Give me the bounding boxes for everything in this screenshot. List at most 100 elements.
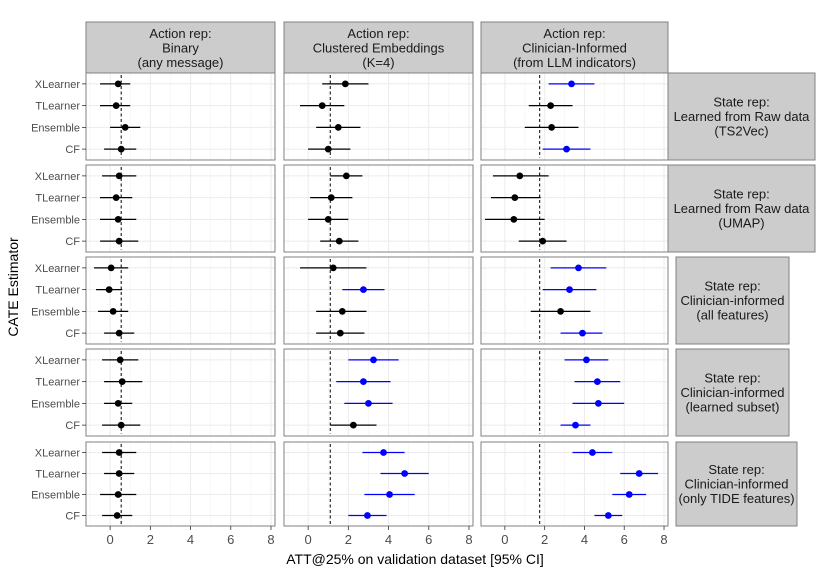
row-strip-label: (UMAP) — [718, 216, 764, 231]
point-estimate — [117, 421, 125, 429]
facet-panel — [283, 164, 474, 253]
x-tick-label: 8 — [267, 532, 274, 547]
facet-panel — [85, 256, 276, 345]
point-estimate — [566, 286, 573, 294]
panel-border — [480, 72, 669, 161]
column-strip-label: (K=4) — [362, 55, 394, 70]
facet-panel — [283, 72, 474, 161]
y-tick-label: CF — [65, 511, 80, 523]
point-estimate — [583, 356, 590, 364]
column-strip-label: Action rep: — [543, 26, 605, 41]
point-estimate — [114, 215, 122, 223]
panel-border — [480, 256, 669, 345]
x-tick-label: 6 — [621, 532, 628, 547]
point-estimate — [115, 470, 123, 477]
y-tick-label: TLearner — [35, 285, 80, 297]
row-strip-label: State rep: — [704, 279, 760, 294]
facet-panel — [480, 256, 669, 345]
panel-background — [284, 442, 473, 526]
point-estimate — [113, 512, 121, 519]
point-estimate — [604, 512, 612, 519]
point-estimate — [114, 399, 122, 407]
panel-border — [283, 256, 474, 345]
point-estimate — [115, 329, 123, 337]
point-estimate — [594, 399, 602, 407]
panel-border — [283, 72, 474, 161]
y-tick-label: XLearner — [35, 263, 81, 275]
facet-panel — [283, 256, 474, 345]
column-strip — [480, 21, 669, 74]
panel-background — [481, 349, 668, 436]
point-estimate — [334, 123, 342, 131]
row-strip-label: Learned from Raw data — [674, 109, 811, 124]
column-strip-label: Binary — [162, 41, 199, 56]
point-estimate — [105, 286, 113, 294]
point-estimate — [115, 237, 123, 245]
panel-border — [480, 164, 669, 253]
x-tick-label: 2 — [541, 532, 548, 547]
y-tick-label: CF — [65, 420, 80, 432]
row-strip-label: Clinician-informed — [684, 477, 788, 492]
panel-background — [481, 73, 668, 160]
point-estimate — [563, 145, 570, 153]
point-estimate — [516, 172, 524, 180]
point-estimate — [593, 378, 601, 386]
facet-panel — [283, 441, 474, 527]
point-estimate — [116, 356, 124, 364]
row-strip-label: State rep: — [713, 187, 769, 202]
y-axis-title: CATE Estimator — [5, 237, 21, 337]
column-strip-label: Action rep: — [347, 26, 409, 41]
point-estimate — [625, 491, 633, 498]
point-estimate — [115, 449, 123, 456]
row-strip — [675, 441, 798, 527]
point-estimate — [121, 123, 129, 131]
y-tick-label: Ensemble — [31, 306, 80, 318]
point-estimate — [112, 102, 120, 110]
panel-border — [85, 256, 276, 345]
x-tick-label: 8 — [660, 532, 667, 547]
x-tick-label: 2 — [147, 532, 154, 547]
point-estimate — [572, 421, 579, 429]
panel-border — [85, 72, 276, 161]
panel-background — [86, 165, 275, 252]
row-strip — [667, 72, 816, 161]
panel-border — [480, 441, 669, 527]
panel-background — [481, 442, 668, 526]
y-tick-label: Ensemble — [31, 214, 80, 226]
y-tick-label: XLearner — [35, 448, 81, 460]
row-strip-label: Clinician-informed — [680, 293, 784, 308]
row-strip-label: Clinician-informed — [680, 385, 784, 400]
column-strip-label: (any message) — [138, 55, 224, 70]
panel-background — [86, 349, 275, 436]
panel-background — [86, 73, 275, 160]
x-tick-label: 0 — [107, 532, 114, 547]
panel-border — [480, 348, 669, 437]
panel-background — [284, 349, 473, 436]
row-strip-label: State rep: — [704, 371, 760, 386]
column-strip-label: (from LLM indicators) — [513, 55, 636, 70]
panel-background — [481, 257, 668, 344]
point-estimate — [370, 356, 377, 364]
panel-border — [283, 164, 474, 253]
point-estimate — [360, 286, 367, 294]
point-estimate — [635, 470, 643, 477]
point-estimate — [335, 237, 343, 245]
panel-background — [284, 165, 473, 252]
y-tick-label: TLearner — [35, 469, 80, 481]
point-estimate — [117, 145, 125, 153]
column-strip — [283, 21, 474, 74]
y-tick-label: XLearner — [35, 355, 81, 367]
row-strip — [675, 256, 790, 345]
point-estimate — [324, 215, 332, 223]
facet-panel — [283, 348, 474, 437]
panel-border — [283, 348, 474, 437]
column-strip-label: Clustered Embeddings — [313, 41, 445, 56]
point-estimate — [547, 102, 555, 110]
facet-panel — [480, 441, 669, 527]
facet-panel — [480, 72, 669, 161]
x-tick-label: 6 — [425, 532, 432, 547]
point-estimate — [548, 123, 556, 131]
column-strip-label: Action rep: — [149, 26, 211, 41]
point-estimate — [568, 80, 575, 88]
row-strip-label: (learned subset) — [686, 400, 780, 415]
